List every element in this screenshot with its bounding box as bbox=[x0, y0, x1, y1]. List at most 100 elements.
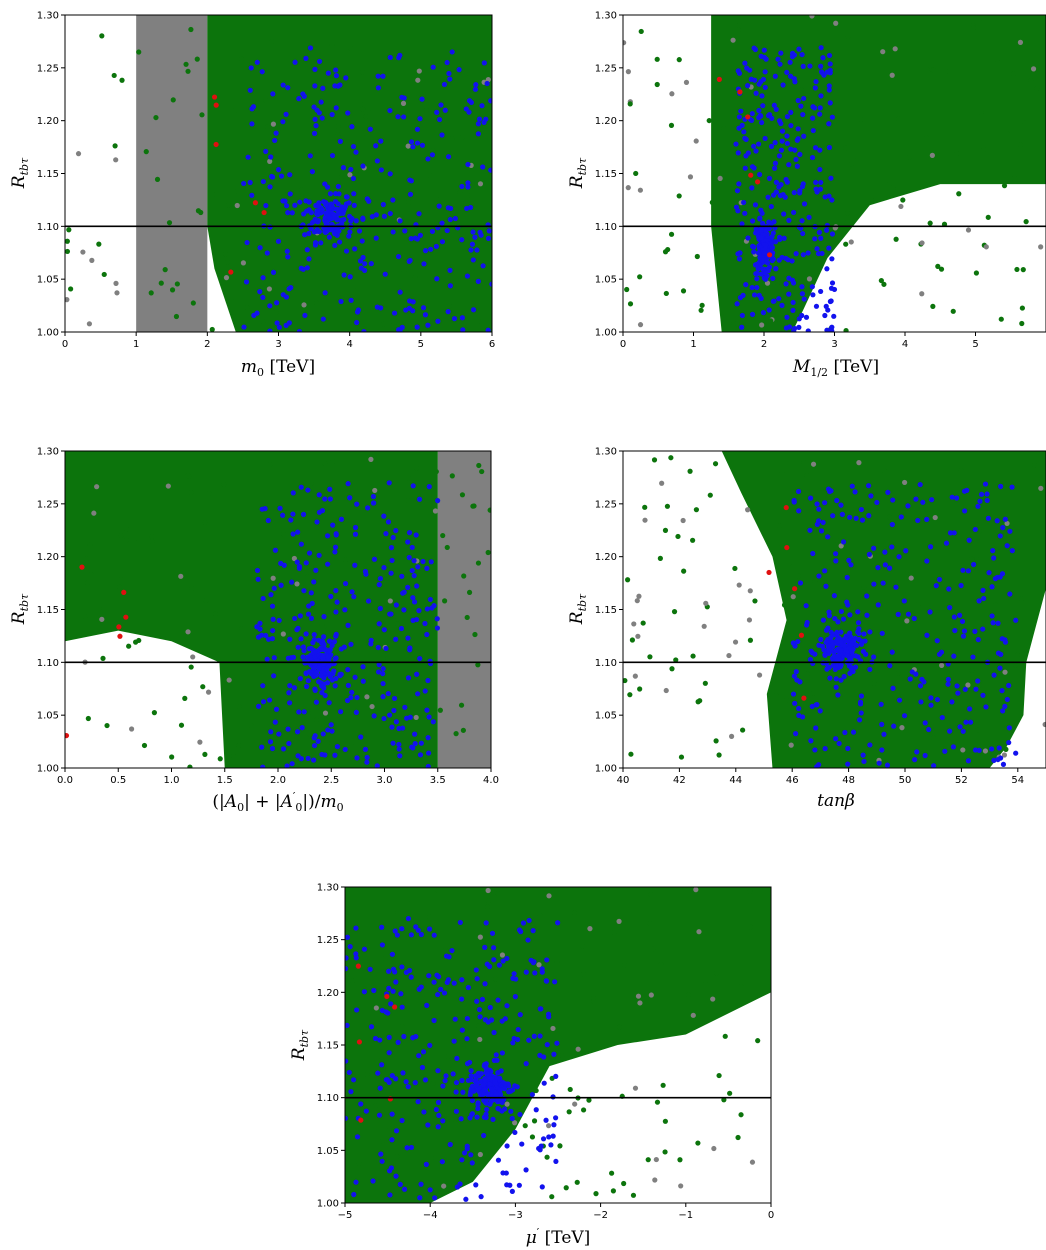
green-point bbox=[166, 220, 173, 226]
blue-point bbox=[499, 1099, 505, 1106]
blue-point bbox=[791, 209, 797, 216]
blue-point bbox=[376, 621, 382, 627]
blue-point bbox=[824, 266, 830, 272]
grey-point bbox=[856, 460, 862, 466]
grey-point bbox=[736, 582, 742, 588]
blue-point bbox=[834, 629, 840, 635]
red-point bbox=[784, 544, 790, 551]
blue-point bbox=[368, 261, 374, 267]
green-point bbox=[199, 112, 205, 118]
blue-point bbox=[835, 619, 841, 625]
blue-point bbox=[393, 527, 399, 534]
blue-point bbox=[829, 114, 835, 120]
blue-point bbox=[377, 576, 384, 582]
blue-point bbox=[285, 210, 291, 216]
blue-point bbox=[840, 616, 847, 622]
blue-point bbox=[348, 694, 354, 701]
green-point bbox=[1017, 142, 1023, 148]
blue-point bbox=[342, 607, 348, 613]
blue-point bbox=[396, 55, 402, 61]
grey-point bbox=[442, 674, 448, 681]
blue-point bbox=[876, 760, 882, 766]
blue-point bbox=[850, 668, 856, 675]
grey-point bbox=[113, 157, 119, 163]
blue-point bbox=[288, 655, 294, 661]
blue-point bbox=[373, 235, 379, 241]
blue-point bbox=[982, 481, 989, 487]
green-point bbox=[461, 573, 467, 579]
blue-point bbox=[866, 551, 872, 557]
grey-point bbox=[477, 181, 484, 187]
y-tick-label: 1.10 bbox=[37, 222, 59, 233]
green-point bbox=[694, 253, 700, 260]
blue-point bbox=[826, 87, 832, 93]
green-point bbox=[178, 722, 185, 728]
grey-point bbox=[746, 617, 753, 623]
green-point bbox=[559, 1053, 565, 1059]
green-point bbox=[1037, 96, 1043, 102]
blue-point bbox=[316, 228, 322, 235]
green-point bbox=[529, 1134, 536, 1140]
blue-point bbox=[885, 489, 891, 495]
blue-point bbox=[401, 589, 407, 595]
blue-point bbox=[751, 45, 757, 51]
grey-point bbox=[899, 725, 905, 731]
blue-point bbox=[733, 141, 739, 147]
green-point bbox=[123, 526, 130, 532]
blue-point bbox=[781, 211, 787, 217]
green-point bbox=[858, 117, 864, 123]
blue-point bbox=[483, 1111, 489, 1117]
blue-point bbox=[736, 114, 743, 120]
blue-point bbox=[1002, 637, 1008, 643]
blue-point bbox=[765, 194, 771, 200]
green-point bbox=[426, 172, 432, 178]
green-point bbox=[738, 984, 744, 990]
blue-point bbox=[332, 544, 339, 550]
blue-point bbox=[827, 675, 833, 681]
blue-point bbox=[308, 654, 314, 661]
blue-point bbox=[469, 241, 476, 247]
red-point bbox=[737, 89, 743, 95]
blue-point bbox=[813, 186, 819, 192]
blue-point bbox=[736, 256, 743, 262]
blue-point bbox=[483, 116, 489, 122]
plot-area bbox=[623, 15, 1046, 332]
green-point bbox=[590, 995, 597, 1001]
grey-point bbox=[129, 726, 135, 732]
green-point bbox=[475, 662, 481, 668]
blue-point bbox=[325, 533, 331, 539]
blue-point bbox=[951, 653, 957, 659]
plot-area bbox=[65, 451, 491, 768]
blue-point bbox=[284, 763, 290, 768]
green-point bbox=[372, 1103, 379, 1109]
blue-point bbox=[884, 762, 891, 768]
blue-point bbox=[481, 1132, 487, 1139]
blue-point bbox=[376, 662, 382, 668]
blue-point bbox=[817, 186, 823, 192]
green-point bbox=[319, 622, 325, 628]
blue-point bbox=[826, 245, 832, 251]
blue-point bbox=[332, 752, 338, 758]
blue-point bbox=[408, 1144, 415, 1151]
green-point bbox=[563, 1185, 569, 1191]
blue-point bbox=[526, 917, 532, 924]
blue-point bbox=[779, 302, 785, 308]
blue-point bbox=[808, 738, 814, 744]
blue-point bbox=[298, 636, 304, 642]
blue-point bbox=[472, 1073, 479, 1079]
blue-point bbox=[947, 604, 953, 611]
blue-point bbox=[984, 497, 990, 504]
green-point bbox=[154, 176, 161, 182]
blue-point bbox=[882, 562, 888, 568]
green-point bbox=[325, 716, 332, 722]
blue-point bbox=[425, 1122, 431, 1128]
blue-point bbox=[309, 600, 315, 607]
y-tick-label: 1.15 bbox=[317, 1041, 339, 1052]
blue-point bbox=[739, 312, 745, 319]
green-point bbox=[449, 473, 455, 479]
blue-point bbox=[399, 1117, 405, 1124]
blue-point bbox=[480, 164, 486, 170]
blue-point bbox=[848, 634, 854, 640]
blue-point bbox=[782, 194, 788, 200]
blue-point bbox=[1006, 682, 1012, 689]
